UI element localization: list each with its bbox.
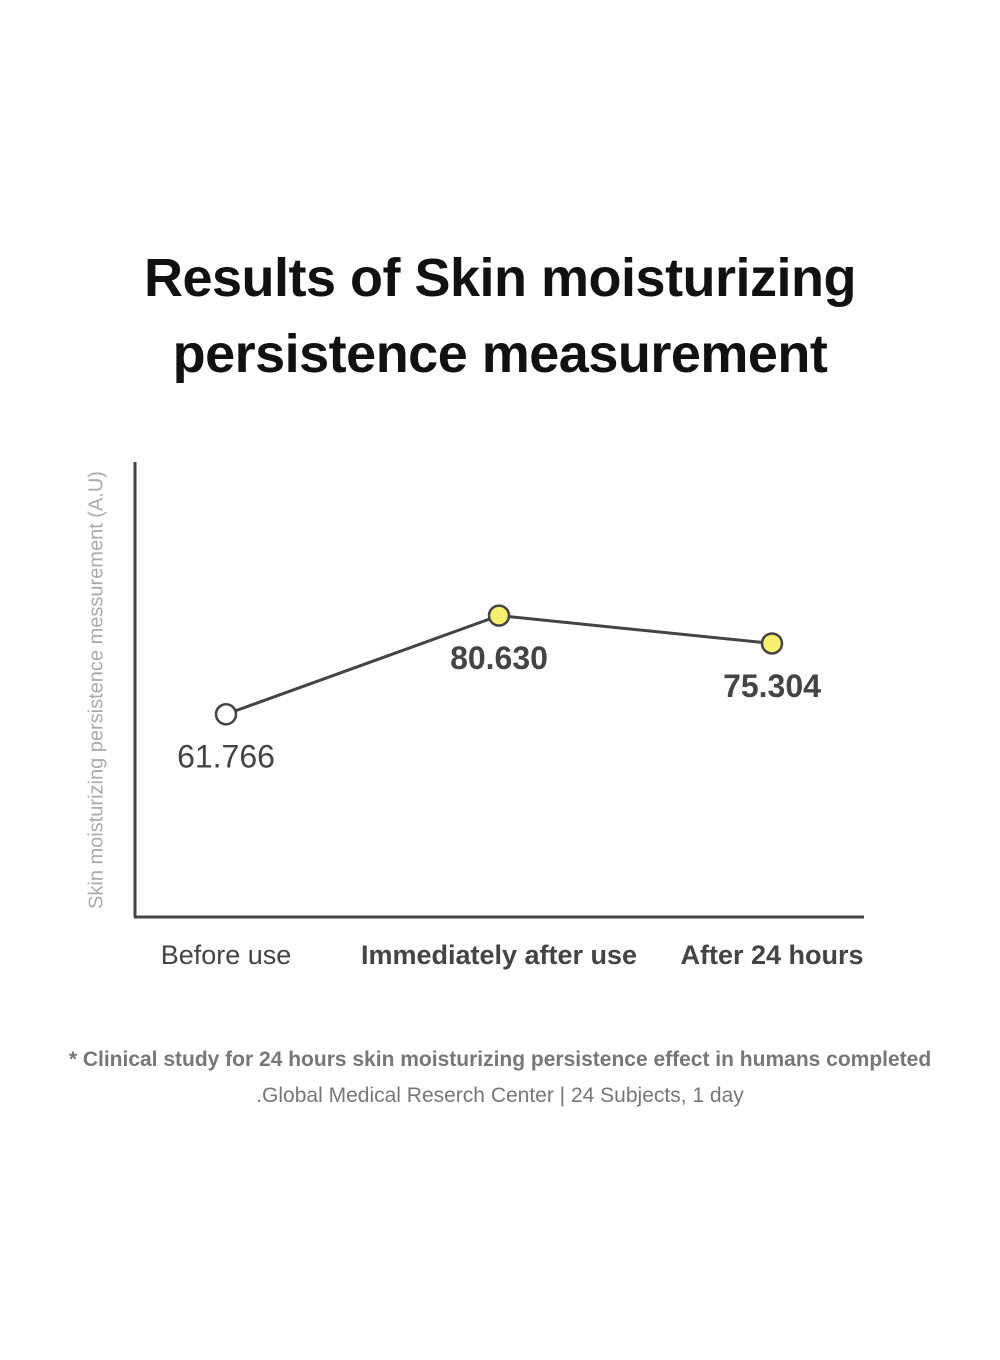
data-label: 61.766 [177, 739, 275, 775]
data-label: 80.630 [450, 640, 548, 676]
x-tick-label: Before use [161, 940, 292, 970]
x-tick-label: Immediately after use [361, 940, 637, 970]
x-tick-label: After 24 hours [680, 940, 863, 970]
footnote: * Clinical study for 24 hours skin moist… [68, 1048, 932, 1071]
point [487, 604, 511, 627]
y-axis-label: Skin moisturizing persistence messuremen… [85, 471, 107, 909]
chart-title: Results of Skin moisturizing persistence… [143, 248, 857, 384]
point [760, 632, 784, 655]
footnote: .Global Medical Reserch Center | 24 Subj… [256, 1084, 744, 1107]
point [214, 703, 238, 726]
data-label: 75.304 [723, 668, 821, 704]
notes: * Clinical study for 24 hours skin moist… [0, 1042, 1000, 1114]
